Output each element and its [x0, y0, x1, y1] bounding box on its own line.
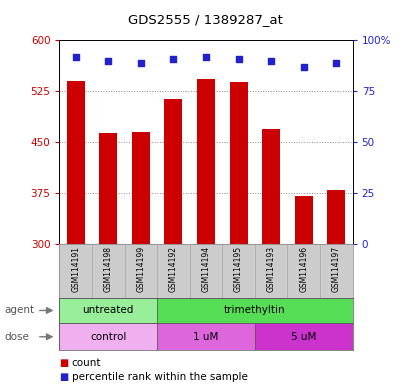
Point	[332, 60, 339, 66]
Point	[267, 58, 274, 64]
Bar	[67, 81, 85, 244]
Bar	[262, 129, 279, 244]
Bar	[254, 244, 287, 298]
Bar	[319, 244, 352, 298]
Text: GSM114191: GSM114191	[71, 246, 80, 292]
Bar	[164, 99, 182, 244]
Point	[235, 56, 241, 62]
Text: GSM114194: GSM114194	[201, 246, 210, 292]
Text: GSM114192: GSM114192	[169, 246, 178, 292]
Bar	[294, 196, 312, 244]
Text: 5 uM: 5 uM	[290, 332, 316, 342]
Text: control: control	[90, 332, 126, 342]
Bar	[59, 298, 157, 323]
Bar	[157, 244, 189, 298]
Text: ■: ■	[59, 372, 69, 382]
Bar	[254, 323, 352, 350]
Bar	[92, 244, 124, 298]
Bar	[189, 244, 222, 298]
Point	[137, 60, 144, 66]
Bar	[59, 244, 92, 298]
Bar	[157, 298, 352, 323]
Text: GSM114193: GSM114193	[266, 246, 275, 292]
Point	[300, 64, 306, 70]
Text: trimethyltin: trimethyltin	[224, 305, 285, 316]
Bar	[59, 323, 157, 350]
Bar	[132, 132, 149, 244]
Text: percentile rank within the sample: percentile rank within the sample	[72, 372, 247, 382]
Text: GSM114198: GSM114198	[103, 246, 112, 292]
Bar	[229, 83, 247, 244]
Point	[105, 58, 111, 64]
Point	[170, 56, 176, 62]
Bar	[222, 244, 254, 298]
Bar	[197, 79, 214, 244]
Text: GSM114196: GSM114196	[299, 246, 308, 292]
Bar	[287, 244, 319, 298]
Point	[202, 53, 209, 60]
Text: GSM114199: GSM114199	[136, 246, 145, 292]
Text: 1 uM: 1 uM	[193, 332, 218, 342]
Text: dose: dose	[4, 332, 29, 342]
Text: count: count	[72, 358, 101, 368]
Bar	[124, 244, 157, 298]
Text: ■: ■	[59, 358, 69, 368]
Bar	[157, 323, 254, 350]
Text: agent: agent	[4, 305, 34, 316]
Text: GDS2555 / 1389287_at: GDS2555 / 1389287_at	[127, 13, 282, 26]
Bar	[326, 190, 344, 244]
Text: GSM114195: GSM114195	[234, 246, 243, 292]
Bar	[99, 133, 117, 244]
Text: untreated: untreated	[83, 305, 134, 316]
Point	[72, 53, 79, 60]
Text: GSM114197: GSM114197	[331, 246, 340, 292]
